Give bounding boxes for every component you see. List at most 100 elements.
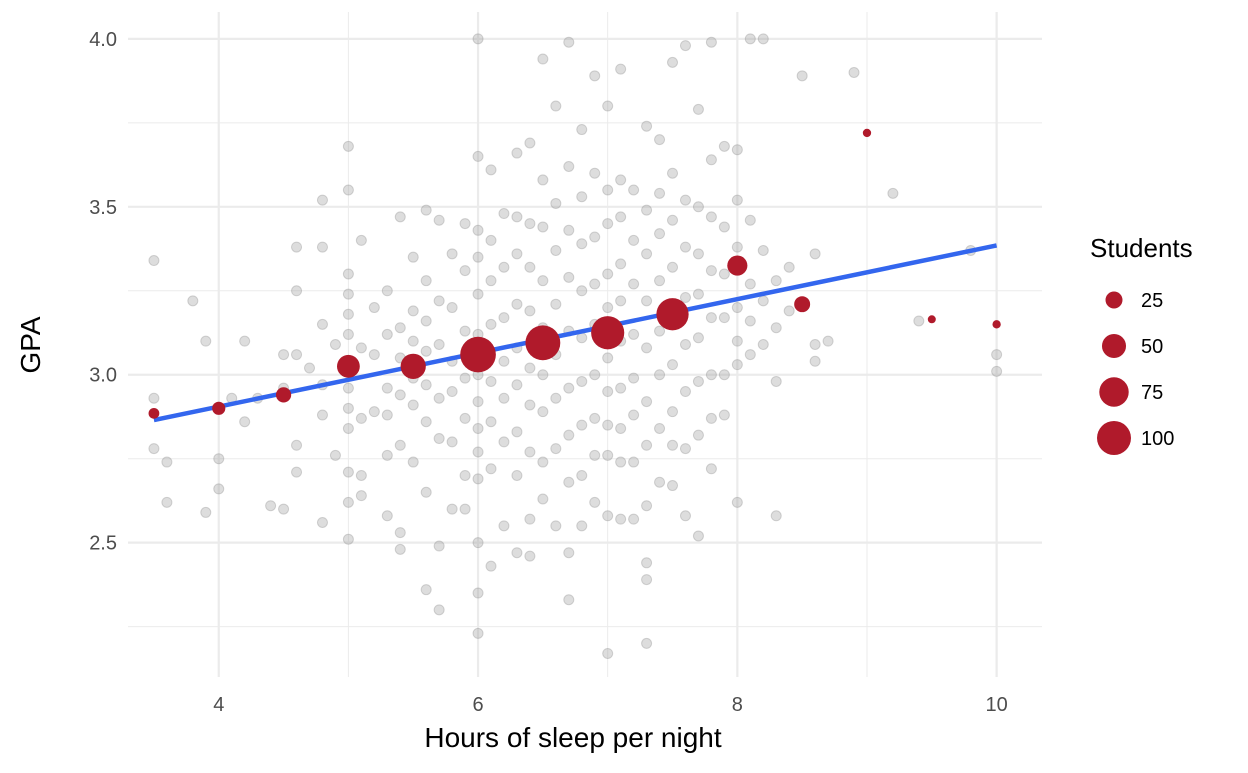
- individual-point: [628, 328, 640, 340]
- individual-point: [213, 453, 225, 465]
- x-tick-label: 10: [985, 694, 1007, 716]
- individual-point: [239, 335, 251, 347]
- individual-point: [602, 184, 614, 196]
- individual-point: [628, 234, 640, 246]
- individual-point: [809, 339, 821, 350]
- individual-point: [368, 349, 380, 361]
- individual-point: [563, 594, 575, 606]
- individual-point: [887, 187, 899, 199]
- individual-point: [446, 436, 458, 448]
- individual-point: [407, 456, 419, 468]
- individual-point: [420, 315, 432, 327]
- individual-point: [433, 295, 445, 307]
- individual-point: [589, 70, 601, 82]
- individual-point: [537, 493, 549, 505]
- individual-point: [744, 349, 756, 361]
- individual-point: [718, 268, 730, 280]
- individual-point: [641, 248, 653, 260]
- individual-point: [679, 241, 691, 253]
- individual-point: [654, 325, 666, 337]
- individual-point: [433, 604, 445, 616]
- individual-point: [291, 439, 303, 451]
- individual-point: [667, 480, 679, 492]
- individual-point: [602, 100, 614, 112]
- individual-point: [498, 355, 510, 367]
- individual-point: [667, 56, 679, 68]
- individual-point: [304, 362, 316, 374]
- individual-point: [316, 318, 328, 330]
- individual-point: [200, 506, 212, 518]
- individual-point: [472, 33, 484, 45]
- individual-point: [472, 251, 484, 263]
- individual-point: [485, 275, 497, 287]
- individual-point: [524, 305, 536, 317]
- individual-point: [731, 359, 743, 371]
- individual-point: [446, 386, 458, 398]
- individual-point: [472, 288, 484, 300]
- individual-point: [342, 184, 354, 196]
- individual-point: [394, 389, 406, 401]
- individual-point: [705, 36, 717, 48]
- individual-point: [731, 144, 743, 156]
- individual-point: [628, 278, 640, 290]
- individual-point: [342, 268, 354, 280]
- individual-points: [148, 33, 1003, 659]
- group-mean-point: [862, 128, 872, 138]
- individual-point: [705, 211, 717, 223]
- individual-point: [692, 332, 704, 344]
- individual-point: [576, 469, 588, 481]
- individual-point: [991, 365, 1003, 377]
- individual-point: [628, 372, 640, 384]
- individual-point: [615, 513, 627, 525]
- individual-point: [342, 402, 354, 414]
- individual-point: [485, 560, 497, 572]
- individual-point: [498, 436, 510, 448]
- individual-point: [809, 355, 821, 367]
- individual-point: [161, 456, 173, 468]
- legend-label: 100: [1141, 428, 1174, 450]
- individual-point: [407, 399, 419, 411]
- individual-point: [576, 419, 588, 431]
- individual-point: [342, 308, 354, 320]
- individual-point: [524, 513, 536, 525]
- individual-point: [446, 248, 458, 260]
- individual-point: [602, 352, 614, 364]
- group-mean-point: [656, 298, 689, 331]
- individual-point: [472, 587, 484, 599]
- individual-point: [420, 416, 432, 428]
- legend-items: 25 50 75 100: [1097, 290, 1174, 455]
- trend-line: [153, 243, 998, 423]
- individual-point: [368, 406, 380, 418]
- individual-point: [667, 261, 679, 273]
- individual-point: [524, 446, 536, 458]
- individual-point: [770, 510, 782, 522]
- individual-point: [731, 241, 743, 253]
- individual-point: [563, 224, 575, 236]
- individual-point: [576, 238, 588, 250]
- individual-point: [537, 369, 549, 381]
- individual-point: [511, 248, 523, 260]
- individual-point: [692, 103, 704, 115]
- individual-point: [420, 275, 432, 287]
- individual-point: [654, 369, 666, 381]
- individual-point: [602, 218, 614, 230]
- individual-point: [667, 214, 679, 226]
- individual-point: [342, 496, 354, 508]
- individual-point: [731, 302, 743, 314]
- individual-point: [679, 40, 691, 52]
- individual-point: [718, 369, 730, 381]
- individual-point: [589, 496, 601, 508]
- individual-point: [394, 439, 406, 451]
- individual-point: [783, 305, 795, 317]
- individual-point: [433, 540, 445, 552]
- individual-point: [654, 422, 666, 434]
- individual-point: [615, 258, 627, 270]
- individual-point: [161, 496, 173, 508]
- individual-point: [731, 194, 743, 206]
- individual-point: [705, 369, 717, 381]
- individual-point: [329, 449, 341, 461]
- individual-point: [394, 211, 406, 223]
- individual-point: [705, 154, 717, 166]
- individual-point: [667, 439, 679, 451]
- individual-point: [459, 503, 471, 515]
